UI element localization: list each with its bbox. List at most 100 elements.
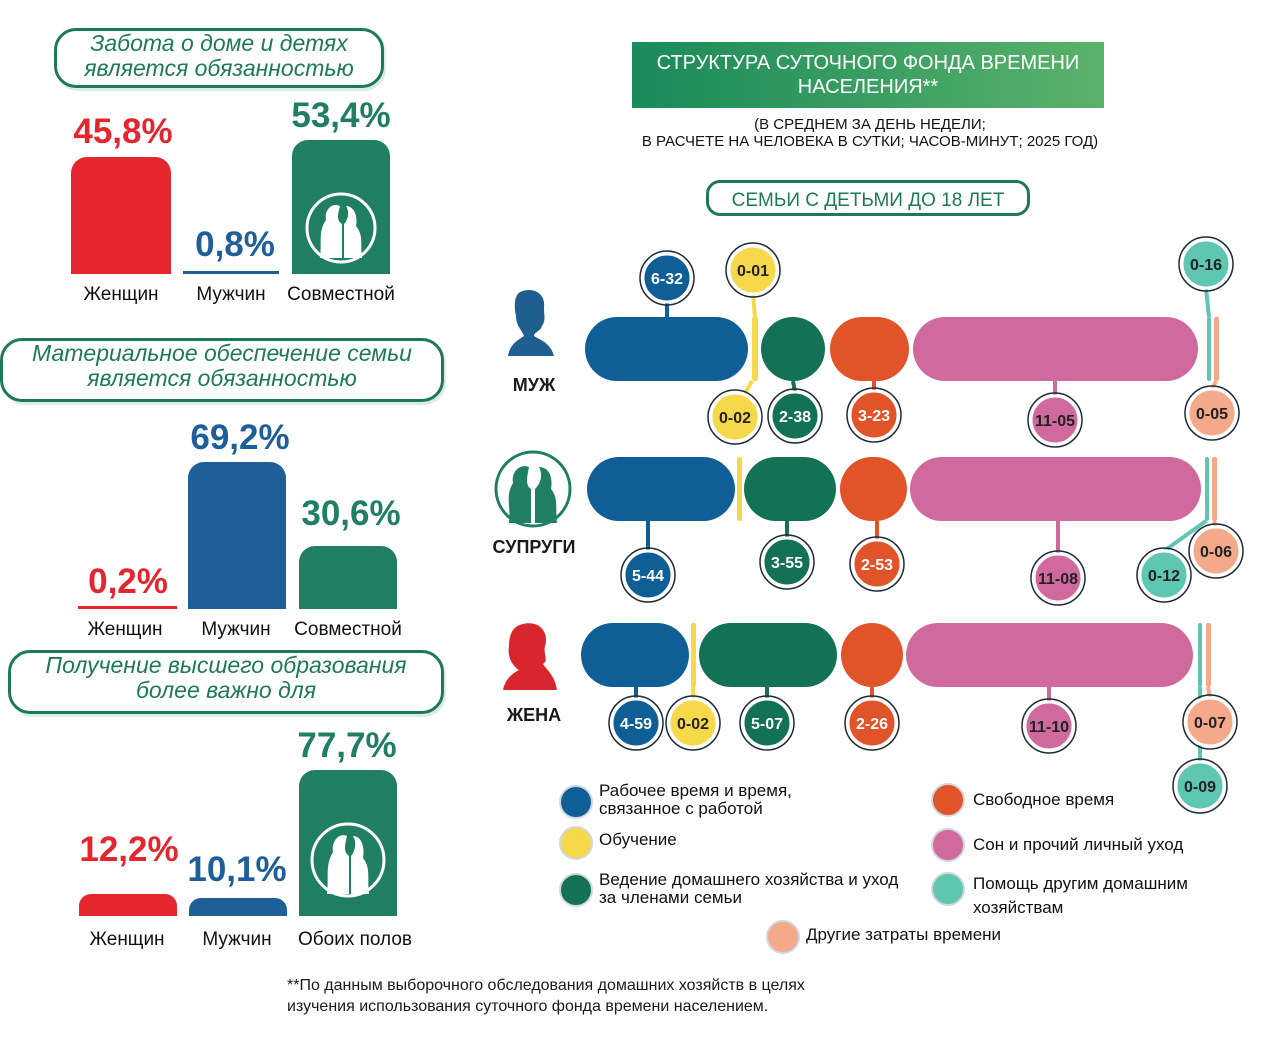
category-label: Обоих полов (297, 929, 413, 950)
pct-label: 0,8% (195, 225, 275, 264)
segment-other (1212, 457, 1217, 521)
value-label-other: 0-07 (1194, 715, 1226, 732)
value-bubble-other (1184, 696, 1236, 748)
bar-joint (292, 140, 390, 274)
category-label: Мужчин (196, 284, 266, 305)
legend-other-swatch (766, 920, 800, 954)
segment-free (830, 317, 909, 381)
woman-icon (503, 623, 557, 690)
segment-help (1205, 457, 1209, 521)
category-label: Совместной (294, 619, 402, 640)
value-label-study: 0-02 (677, 716, 709, 733)
value-bubble-help (1138, 549, 1190, 601)
legend-help-swatch (931, 872, 965, 906)
legend-sleep-swatch (931, 828, 965, 862)
bubble-ring (1178, 236, 1234, 292)
segment-sleep (910, 457, 1201, 521)
category-label: Мужчин (202, 929, 272, 950)
bubble-ring (844, 695, 900, 751)
bubble-ring (608, 695, 664, 751)
segment-other (1206, 623, 1211, 687)
value-label-study: 0-02 (719, 410, 751, 427)
value-bubble-study (667, 697, 719, 749)
segment-work (585, 317, 748, 381)
value-bubble-work (610, 697, 662, 749)
segment-work (581, 623, 689, 687)
legend-household-label: Ведение домашнего хозяйства и уход за чл… (599, 870, 899, 907)
value-label-help: 0-16 (1190, 257, 1222, 274)
chart-2-title: Материальное обеспечение семьи является … (0, 338, 444, 402)
bubble-ring (846, 387, 902, 443)
chart-title: СТРУКТУРА СУТОЧНОГО ФОНДА ВРЕМЕНИ НАСЕЛЕ… (632, 42, 1104, 108)
connector (1162, 519, 1208, 553)
segment-help (1198, 623, 1202, 687)
segment-study (737, 457, 742, 521)
bar-men (188, 462, 286, 609)
couple-icon (310, 822, 386, 898)
value-label-help: 0-12 (1148, 568, 1180, 585)
legend-free-label: Свободное время (973, 790, 1115, 809)
value-label-work: 4-59 (620, 716, 652, 733)
value-label-sleep: 11-05 (1035, 413, 1075, 430)
connector (1204, 287, 1211, 318)
value-label-sleep: 11-10 (1029, 719, 1069, 736)
segment-free (841, 623, 903, 687)
value-label-household: 3-55 (771, 555, 803, 572)
bubble-ring (1030, 550, 1086, 606)
value-bubble-work (641, 252, 693, 304)
connector (751, 293, 757, 318)
value-label-free: 2-53 (861, 557, 893, 574)
pct-label: 53,4% (291, 96, 391, 135)
bubble-ring (707, 389, 763, 445)
row-label-spouses: СУПРУГИ (492, 537, 576, 557)
category-label: Женщин (87, 619, 163, 640)
bar-women (79, 894, 177, 916)
value-label-free: 3-23 (858, 408, 890, 425)
category-label: Мужчин (201, 619, 271, 640)
bar-women (78, 606, 177, 609)
value-bubble-household (769, 390, 821, 442)
pct-label: 10,1% (187, 850, 287, 889)
value-bubble-free (846, 697, 898, 749)
value-bubble-household (761, 536, 813, 588)
row-label-husband: МУЖ (512, 375, 556, 395)
chart-row-3: 4-59 0-02 5-07 2-26 11-10 0-09 0-07 (581, 623, 1238, 814)
segment-study (752, 317, 758, 381)
couple-icon (305, 192, 377, 264)
pct-label: 77,7% (297, 726, 397, 765)
segment-free (840, 457, 907, 521)
legend-household-swatch (559, 873, 593, 907)
segment-help (1207, 317, 1211, 381)
chart-row-1: 6-32 0-01 2-38 3-23 11-05 0-16 0-05 0-02 (585, 236, 1240, 448)
row-label-wife: ЖЕНА (506, 705, 562, 725)
bubble-ring (1182, 694, 1238, 750)
bubble-ring (739, 695, 795, 751)
segment-sleep (913, 317, 1198, 381)
legend-sleep-label: Сон и прочий личный уход (973, 835, 1184, 854)
chart-1-title: Забота о доме и детях является обязаннос… (54, 28, 384, 88)
footnote: **По данным выборочного обследования дом… (287, 977, 805, 1015)
bubble-ring (725, 242, 781, 298)
segment-household (699, 623, 837, 687)
value-bubble-sleep (1023, 700, 1075, 752)
value-label-help: 0-09 (1184, 779, 1216, 796)
value-label-sleep: 11-08 (1038, 571, 1078, 588)
pct-label: 45,8% (73, 112, 173, 151)
value-bubble-study (709, 391, 761, 443)
segment-study (691, 623, 696, 687)
connector (791, 380, 797, 393)
value-bubble-work (622, 549, 674, 601)
bubble-ring (767, 388, 823, 444)
value-label-household: 2-38 (779, 409, 811, 426)
bar-women (71, 157, 171, 274)
segment-work (587, 457, 735, 521)
legend-work-label: Рабочее время и время, связанное с работ… (599, 781, 792, 818)
bar-men (183, 271, 279, 274)
bubble-ring (1027, 392, 1083, 448)
bar-both (299, 770, 397, 916)
bubble-ring (1172, 758, 1228, 814)
segment-household (761, 317, 825, 381)
bubble-ring (759, 534, 815, 590)
bar-men (189, 898, 287, 916)
